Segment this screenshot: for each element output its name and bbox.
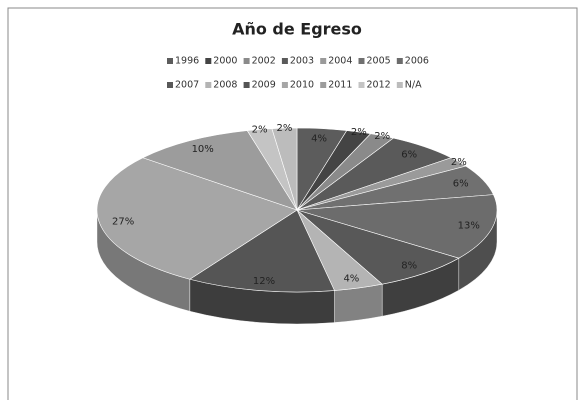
legend-swatch bbox=[358, 58, 365, 64]
data-label: 2% bbox=[451, 157, 467, 168]
slice bbox=[189, 209, 335, 293]
legend-swatch bbox=[205, 58, 212, 64]
legend-swatch bbox=[396, 82, 403, 88]
data-label: 2% bbox=[252, 124, 268, 135]
legend-label: 2005 bbox=[367, 56, 391, 67]
data-label: 2% bbox=[374, 131, 390, 142]
legend-label: 1996 bbox=[175, 56, 199, 67]
legend-swatch bbox=[281, 82, 288, 88]
data-label: 12% bbox=[253, 276, 275, 287]
data-label: 8% bbox=[401, 261, 417, 272]
legend-swatch bbox=[358, 82, 365, 88]
legend-label: 2011 bbox=[328, 80, 352, 91]
data-label: 10% bbox=[192, 144, 214, 155]
slice bbox=[142, 130, 298, 211]
slice bbox=[271, 127, 298, 211]
legend-swatch bbox=[396, 58, 403, 64]
data-label: 2% bbox=[351, 127, 367, 138]
legend-swatch bbox=[167, 58, 173, 64]
legend-label: 2002 bbox=[252, 56, 276, 67]
legend-label: 2009 bbox=[252, 80, 276, 91]
legend-swatch bbox=[281, 58, 288, 64]
chart-title: Año de Egreso bbox=[232, 20, 362, 39]
legend-label: 2000 bbox=[213, 56, 237, 67]
legend-label: 2003 bbox=[290, 56, 314, 67]
data-label: 4% bbox=[311, 133, 327, 144]
legend-swatch bbox=[320, 58, 327, 64]
slice bbox=[96, 157, 298, 280]
slice bbox=[296, 194, 498, 259]
data-label: 27% bbox=[112, 216, 134, 227]
data-label: 6% bbox=[453, 178, 469, 189]
data-label: 13% bbox=[458, 221, 480, 232]
legend-label: 2012 bbox=[367, 80, 391, 91]
legend-label: 2004 bbox=[328, 56, 352, 67]
data-label: 6% bbox=[401, 149, 417, 160]
legend-label: 2006 bbox=[405, 56, 429, 67]
legend-label: 2007 bbox=[175, 80, 199, 91]
legend-swatch bbox=[205, 82, 212, 88]
legend-swatch bbox=[243, 82, 250, 88]
legend-label: 2010 bbox=[290, 80, 314, 91]
legend-swatch bbox=[243, 58, 250, 64]
data-label: 2% bbox=[277, 123, 293, 134]
data-label: 4% bbox=[343, 274, 359, 285]
legend-swatch bbox=[167, 82, 173, 88]
slice bbox=[296, 209, 460, 285]
legend-label: N/A bbox=[405, 80, 422, 91]
legend-swatch bbox=[320, 82, 327, 88]
legend-label: 2008 bbox=[213, 80, 237, 91]
